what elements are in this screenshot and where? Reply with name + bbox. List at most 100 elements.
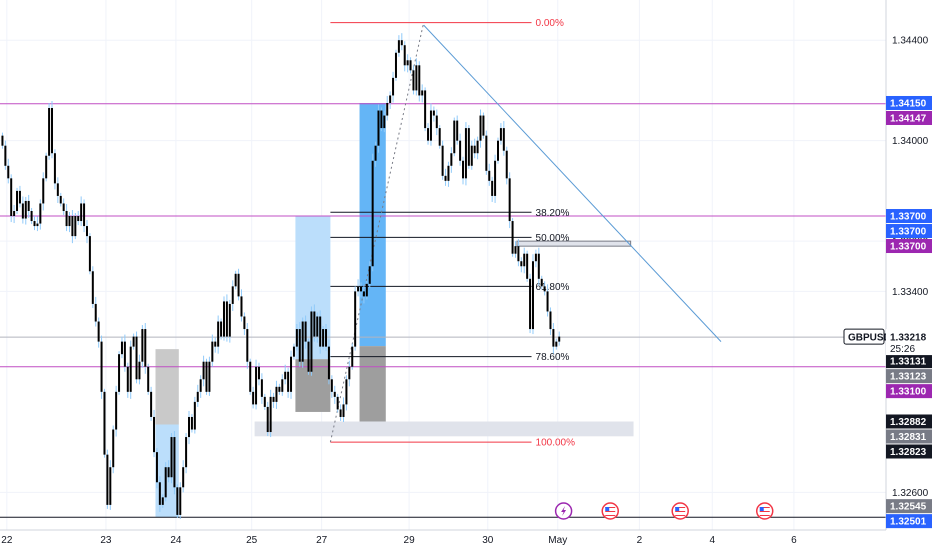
- candle-body-171: [499, 128, 502, 141]
- candle-body-30: [88, 236, 91, 272]
- candle-body-0: [1, 135, 4, 146]
- candle-body-3: [10, 178, 13, 217]
- candle-body-150: [438, 128, 441, 146]
- candle-body-89: [260, 379, 263, 397]
- candle-body-41: [120, 341, 123, 355]
- candle-body-180: [526, 253, 529, 279]
- candle-body-187: [546, 291, 549, 312]
- candle-body-121: [354, 291, 357, 347]
- candle-body-32: [94, 303, 97, 322]
- candle-body-11: [33, 221, 36, 227]
- candle-body-167: [488, 170, 491, 181]
- candle-body-188: [549, 311, 552, 330]
- candle-body-157: [459, 140, 462, 161]
- candle-body-133: [389, 95, 392, 103]
- candle-body-21: [62, 203, 65, 211]
- fib-label-5: 100.00%: [536, 438, 576, 449]
- candle-body-22: [65, 210, 68, 227]
- time-axis[interactable]: [0, 530, 932, 550]
- candle-body-8: [24, 200, 27, 219]
- trendline[interactable]: [423, 24, 722, 342]
- candle-body-6: [18, 190, 21, 204]
- price-tag-bg-6: [886, 354, 932, 369]
- candle-body-45: [132, 336, 135, 347]
- price-tag-9: 1.32882: [890, 417, 927, 428]
- candle-body-38: [112, 429, 115, 468]
- candle-body-191: [558, 336, 561, 342]
- zone-1: [155, 424, 179, 518]
- price-tag-bg-9: [886, 414, 932, 429]
- candle-body-135: [394, 52, 397, 78]
- candle-body-130: [380, 110, 383, 129]
- fibonacci-retracement[interactable]: 0.00% 38.20% 50.00% 61.80% 78.60% 100.00%: [329, 18, 576, 449]
- event-markers[interactable]: [554, 502, 774, 520]
- candle-body-118: [345, 379, 348, 405]
- time-tick-label-8: 2: [637, 535, 643, 546]
- candle-body-35: [103, 391, 106, 455]
- candle-body-46: [135, 336, 138, 380]
- candle-body-40: [118, 354, 121, 392]
- candle-body-142: [415, 65, 418, 91]
- candle-body-58: [170, 437, 173, 478]
- candle-body-175: [511, 221, 514, 254]
- last-price-bg: [886, 329, 932, 356]
- us-flag-icon-2[interactable]: [671, 502, 689, 520]
- candle-body-168: [491, 180, 494, 196]
- candle-body-112: [327, 346, 330, 380]
- candle-body-186: [543, 286, 546, 292]
- candle-body-18: [53, 153, 56, 184]
- us-flag-icon-3[interactable]: [755, 502, 774, 520]
- candlestick-series: [1, 33, 561, 519]
- candle-body-138: [403, 45, 406, 66]
- candle-body-116: [339, 409, 342, 417]
- fib-label-1: 38.20%: [536, 208, 570, 219]
- candle-body-183: [534, 253, 537, 262]
- symbol-label: GBPUSD: [848, 333, 891, 344]
- candle-body-143: [418, 65, 421, 96]
- candle-body-62: [182, 467, 185, 488]
- price-tag-11: 1.32823: [890, 447, 927, 458]
- price-tag-bg-8: [886, 384, 932, 399]
- price-tag-bg-1: [886, 224, 932, 239]
- candle-body-34: [100, 341, 103, 392]
- candle-body-42: [123, 341, 126, 367]
- candle-body-37: [109, 467, 112, 505]
- price-tag-12: 1.32545: [890, 502, 927, 513]
- candle-body-115: [336, 396, 339, 410]
- price-tag-8: 1.33100: [890, 387, 927, 398]
- candle-body-92: [269, 396, 272, 433]
- candle-body-113: [330, 379, 333, 392]
- candle-body-56: [164, 467, 167, 498]
- candle-body-161: [470, 145, 473, 166]
- candle-body-49: [144, 329, 147, 367]
- candle-body-48: [141, 329, 144, 362]
- zone-2: [295, 216, 331, 360]
- lightning-icon-0[interactable]: [554, 502, 573, 520]
- candle-body-29: [85, 226, 88, 237]
- candle-body-25: [74, 216, 77, 237]
- candle-body-63: [185, 437, 188, 468]
- candle-body-103: [301, 321, 304, 362]
- candle-body-162: [473, 145, 476, 154]
- candle-body-77: [225, 301, 228, 337]
- countdown-label: 25:26: [890, 344, 915, 355]
- candle-body-94: [275, 386, 278, 402]
- price-tag-10: 1.32831: [890, 432, 927, 443]
- time-tick-label-10: 6: [791, 535, 797, 546]
- candle-body-147: [429, 110, 432, 141]
- us-flag-icon-1[interactable]: [601, 502, 619, 520]
- candle-body-85: [249, 361, 252, 392]
- candle-body-163: [476, 140, 479, 154]
- candle-body-148: [432, 110, 435, 116]
- fib-trend-line: [329, 22, 425, 443]
- candle-body-108: [316, 316, 319, 337]
- candle-body-97: [284, 371, 287, 380]
- candle-body-76: [222, 301, 225, 337]
- candle-body-145: [424, 90, 427, 129]
- candle-body-5: [16, 190, 19, 211]
- symbol-label-bg: [843, 328, 885, 345]
- candle-body-99: [290, 356, 293, 392]
- candle-body-72: [211, 341, 214, 362]
- candle-body-174: [508, 178, 511, 222]
